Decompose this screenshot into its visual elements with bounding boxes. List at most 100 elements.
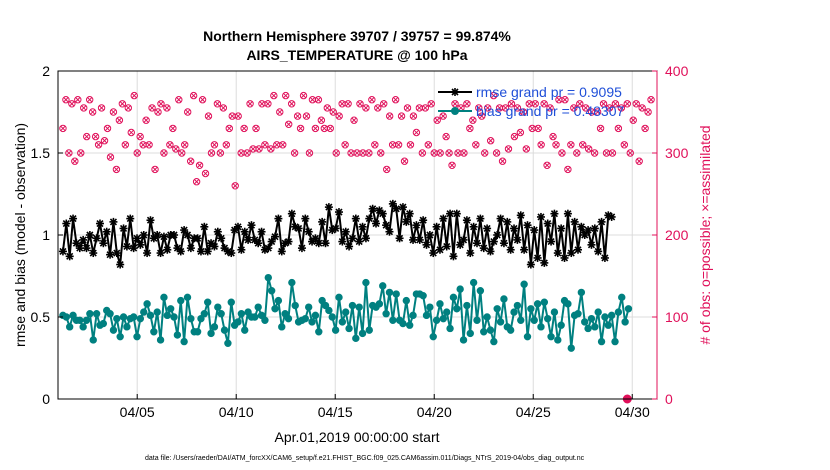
obs-possible-point: [302, 112, 311, 120]
obs-assimilated-mark: [407, 142, 414, 148]
bias-point: [567, 344, 575, 352]
obs-assimilated-mark: [535, 125, 541, 132]
obs-assimilated-mark: [262, 142, 268, 148]
y2-axis-label: # of obs: o=possible; ×=assimilated: [697, 125, 713, 344]
rmse-point: [479, 244, 488, 253]
bias-point: [601, 313, 609, 321]
rmse-point: [351, 214, 360, 223]
obs-possible-point: [136, 132, 144, 141]
bias-point: [520, 280, 528, 288]
bias-point: [362, 278, 370, 287]
star-stroke: [594, 247, 602, 255]
star-stroke: [466, 249, 474, 257]
star-stroke: [318, 218, 326, 226]
obs-assimilated-mark: [437, 150, 443, 156]
bias-point: [493, 305, 501, 313]
bias-point: [473, 316, 481, 324]
rmse-point: [274, 214, 283, 223]
star-stroke: [550, 210, 558, 218]
bias-point: [476, 287, 485, 295]
obs-possible-point: [270, 91, 278, 100]
star-stroke: [271, 233, 279, 241]
obs-assimilated-mark: [431, 150, 437, 156]
obs-assimilated-mark: [488, 138, 494, 144]
star-stroke: [119, 224, 128, 233]
rmse-point: [520, 245, 529, 254]
y-axis-label: rmse and bias (model - observation): [12, 123, 28, 347]
bias-point: [180, 337, 188, 346]
rmse-point: [398, 203, 407, 212]
obs-assimilated-mark: [630, 117, 636, 123]
rmse-point: [203, 247, 212, 256]
obs-possible-point: [433, 116, 441, 124]
rmse-point: [294, 224, 303, 233]
rmse-point: [143, 249, 152, 258]
obs-assimilated-mark: [523, 146, 529, 152]
bias-point: [284, 314, 293, 323]
obs-assimilated-mark: [648, 97, 654, 103]
star-stroke: [486, 247, 495, 255]
obs-possible-point: [287, 100, 296, 108]
obs-assimilated-mark: [92, 133, 99, 140]
rmse-point: [338, 237, 347, 246]
star-stroke: [315, 239, 323, 247]
rmse-point: [301, 214, 310, 223]
obs-possible-point: [121, 141, 130, 149]
obs-assimilated-mark: [113, 166, 120, 173]
obs-assimilated-mark: [312, 125, 319, 132]
rmse-point: [213, 227, 222, 236]
rmse-point: [378, 209, 387, 218]
bias-point: [517, 316, 525, 324]
bias-point: [557, 321, 565, 329]
bias-point: [301, 314, 310, 323]
obs-possible-point: [472, 141, 480, 149]
obs-assimilated-mark: [167, 142, 173, 148]
rmse-point: [112, 249, 121, 258]
bias-point: [594, 308, 602, 316]
obs-assimilated-mark: [128, 129, 134, 136]
bias-point: [358, 329, 367, 338]
obs-possible-point: [77, 149, 85, 157]
rmse-point: [530, 226, 539, 235]
bias-point: [584, 324, 592, 333]
bias-point: [106, 310, 114, 318]
rmse-point: [516, 211, 525, 220]
obs-assimilated-mark: [633, 101, 639, 107]
star-stroke: [214, 228, 222, 236]
rmse-point: [590, 224, 599, 233]
star-stroke: [369, 205, 377, 213]
obs-possible-point: [543, 161, 551, 170]
obs-possible-point: [513, 104, 522, 112]
star-stroke: [116, 260, 124, 269]
bias-point: [325, 306, 333, 315]
obs-assimilated-mark: [321, 125, 327, 132]
obs-assimilated-mark: [381, 101, 387, 107]
star-stroke: [439, 215, 447, 223]
rmse-point: [382, 221, 391, 230]
star-stroke: [574, 246, 582, 254]
y-tick-label: 0.5: [31, 309, 51, 325]
obs-assimilated-mark: [122, 142, 128, 148]
rmse-point: [116, 260, 125, 269]
obs-possible-point: [546, 104, 554, 112]
bias-point: [439, 314, 448, 323]
rmse-point: [368, 204, 377, 213]
obs-assimilated-mark: [333, 150, 339, 156]
obs-assimilated-mark: [339, 101, 345, 107]
obs-possible-point: [124, 104, 132, 112]
obs-possible-point: [576, 100, 584, 108]
bias-point: [217, 310, 225, 318]
obs-assimilated-mark: [217, 150, 224, 156]
bias-point: [241, 326, 249, 334]
bias-point: [587, 314, 596, 323]
star-stroke: [453, 210, 461, 218]
obs-possible-point: [290, 149, 299, 157]
rmse-point: [415, 235, 424, 244]
obs-possible-point: [74, 96, 82, 104]
star-stroke: [99, 239, 107, 247]
bias-point: [392, 290, 400, 298]
obs-possible-point: [201, 169, 210, 178]
rmse-point: [402, 217, 411, 226]
star-stroke: [264, 244, 272, 252]
rmse-point: [372, 219, 381, 228]
